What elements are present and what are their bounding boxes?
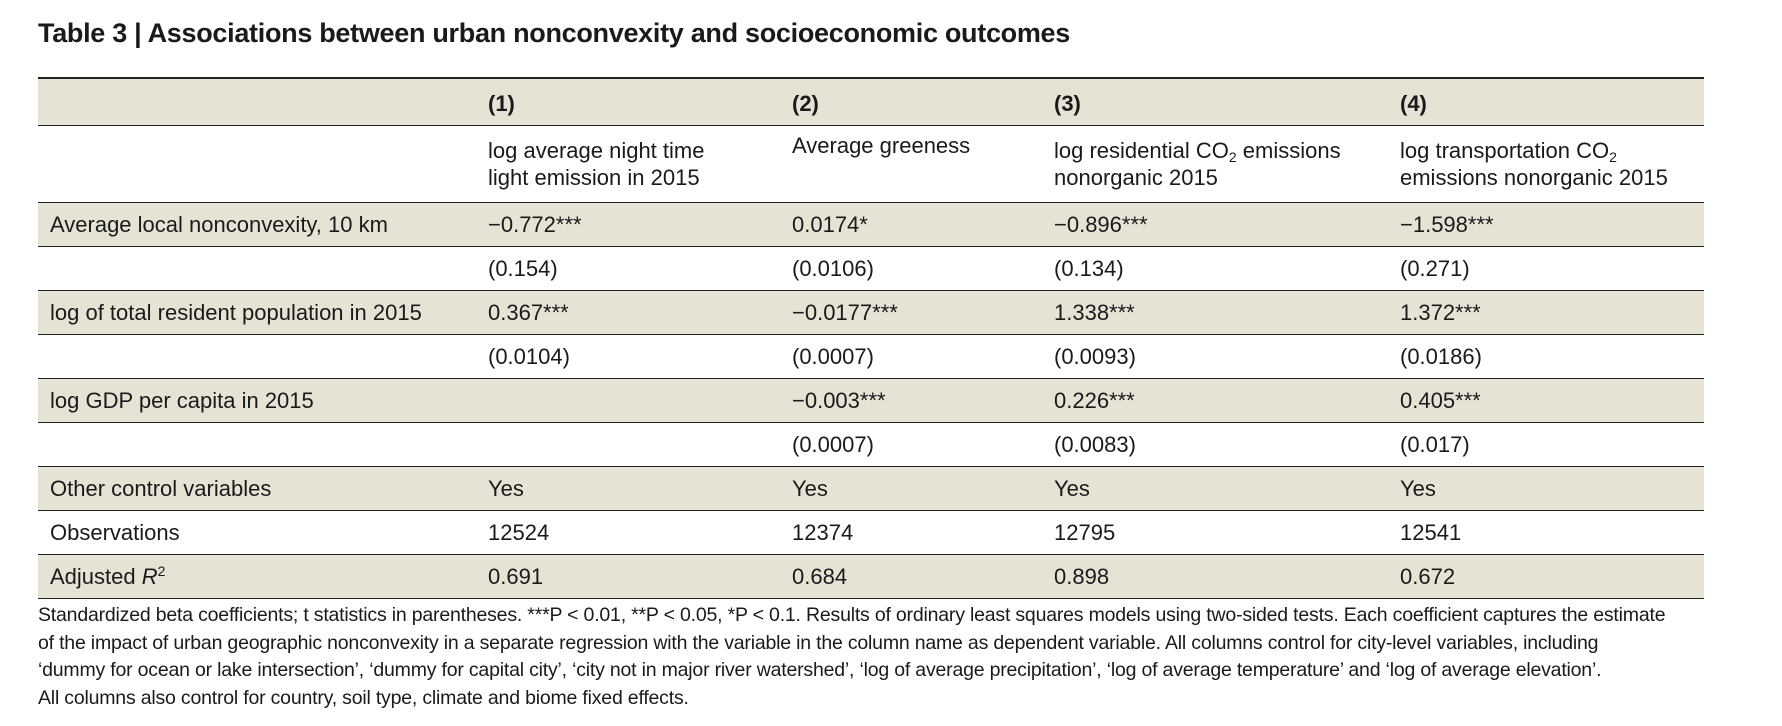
footnote-line: of the impact of urban geographic noncon… [38, 631, 1599, 654]
table-footnote: Standardized beta coefficients; t statis… [38, 602, 1738, 712]
table-row: (0.0104) (0.0007) (0.0093) (0.0186) [38, 335, 1704, 379]
table-cell [474, 379, 778, 423]
dep-var-line: emissions nonorganic 2015 [1400, 165, 1668, 190]
table-row: log of total resident population in 2015… [38, 290, 1704, 335]
table-title: Table 3 | Associations between urban non… [38, 18, 1070, 48]
table-cell: (0.134) [1054, 255, 1124, 281]
subscript: 2 [1609, 149, 1617, 165]
table-cell: (0.0093) [1054, 343, 1136, 369]
table-row: (0.0007) (0.0083) (0.017) [38, 423, 1704, 467]
table-cell: (0.0186) [1400, 343, 1482, 369]
row-label: Average local nonconvexity, 10 km [50, 211, 388, 237]
row-label: log of total resident population in 2015 [50, 299, 422, 325]
table-cell: (0.0083) [1054, 431, 1136, 457]
footnote-line: ‘dummy for ocean or lake intersection’, … [38, 659, 1602, 681]
r2-label-italic: R [141, 563, 158, 589]
superscript: 2 [157, 562, 166, 579]
table-cell: (0.017) [1400, 431, 1470, 457]
table-row: log GDP per capita in 2015 −0.003*** 0.2… [38, 378, 1704, 423]
table-cell: Yes [792, 475, 828, 501]
table-cell: 0.898 [1054, 563, 1110, 589]
dep-var-line: log residential CO [1054, 138, 1229, 163]
table-row: (0.154) (0.0106) (0.134) (0.271) [38, 247, 1704, 291]
table-cell: 0.367*** [488, 299, 569, 325]
table-cell: 12374 [792, 519, 854, 545]
dep-var-line: log transportation CO [1400, 138, 1610, 163]
table-cell: 0.0174* [792, 211, 868, 237]
dependent-variable-name: log residential CO2 emissions nonorganic… [1040, 126, 1386, 203]
table-row: Average local nonconvexity, 10 km −0.772… [38, 202, 1704, 247]
dependent-variable-name: Average greeness [778, 126, 1040, 203]
table-cell: −0.003*** [792, 387, 886, 413]
table-cell: (0.0007) [792, 431, 874, 457]
r2-label-prefix: Adjusted [50, 563, 142, 589]
table-cell: (0.0007) [792, 343, 874, 369]
table-cell: 1.372*** [1400, 299, 1481, 325]
dependent-variable-name: log average night time light emission in… [474, 126, 778, 203]
table-cell: Yes [1054, 475, 1090, 501]
table-cell: 12524 [488, 519, 550, 545]
row-label: log GDP per capita in 2015 [50, 387, 314, 413]
dep-var-line: emissions [1236, 138, 1341, 163]
footnote-line: All columns also control for country, so… [38, 686, 689, 709]
table-cell: −1.598*** [1400, 211, 1494, 237]
table-cell: −0.772*** [488, 211, 582, 237]
table-row-adjusted-r2: Adjusted R2 0.691 0.684 0.898 0.672 [38, 554, 1704, 599]
table-cell: 0.672 [1400, 563, 1456, 589]
dep-var-line: light emission in 2015 [488, 165, 700, 190]
dependent-variable-row: log average night time light emission in… [38, 126, 1704, 203]
table-cell: 0.226*** [1054, 387, 1135, 413]
row-label [38, 423, 474, 467]
column-number: (4) [1400, 91, 1427, 116]
table-cell: (0.154) [488, 255, 558, 281]
header-blank-cell [38, 78, 474, 126]
row-label: Other control variables [50, 475, 272, 501]
table-cell: 12795 [1054, 519, 1116, 545]
dep-var-line: nonorganic 2015 [1054, 165, 1218, 190]
table-row: Observations 12524 12374 12795 12541 [38, 511, 1704, 555]
table-cell: 0.691 [488, 563, 544, 589]
results-table: (1) (2) (3) (4) log average night time l… [38, 77, 1704, 599]
table-row: Other control variables Yes Yes Yes Yes [38, 466, 1704, 511]
row-label: Observations [50, 519, 180, 545]
dep-var-line: log average night time [488, 138, 705, 163]
dependent-variable-name: log transportation CO2 emissions nonorga… [1386, 126, 1704, 203]
row-label: Adjusted R2 [38, 555, 474, 599]
table-cell [474, 423, 778, 467]
header-blank-cell [38, 126, 474, 203]
column-number-row: (1) (2) (3) (4) [38, 78, 1704, 126]
table-cell: 12541 [1400, 519, 1462, 545]
row-label [38, 247, 474, 291]
subscript: 2 [1228, 149, 1237, 165]
column-number: (1) [488, 91, 515, 116]
table-cell: (0.271) [1400, 255, 1470, 281]
table-cell: 0.684 [792, 563, 848, 589]
column-number: (2) [792, 91, 819, 116]
table-cell: −0.0177*** [792, 299, 898, 325]
table-cell: −0.896*** [1054, 211, 1148, 237]
column-number: (3) [1054, 91, 1081, 116]
table-cell: (0.0106) [792, 255, 874, 281]
table-cell: Yes [488, 475, 524, 501]
table-cell: Yes [1400, 475, 1436, 501]
table-cell: (0.0104) [488, 343, 570, 369]
footnote-line: Standardized beta coefficients; t statis… [38, 604, 1666, 626]
dep-var-line: Average greeness [792, 133, 971, 158]
row-label [38, 335, 474, 379]
table-cell: 1.338*** [1054, 299, 1135, 325]
table-cell: 0.405*** [1400, 387, 1481, 413]
